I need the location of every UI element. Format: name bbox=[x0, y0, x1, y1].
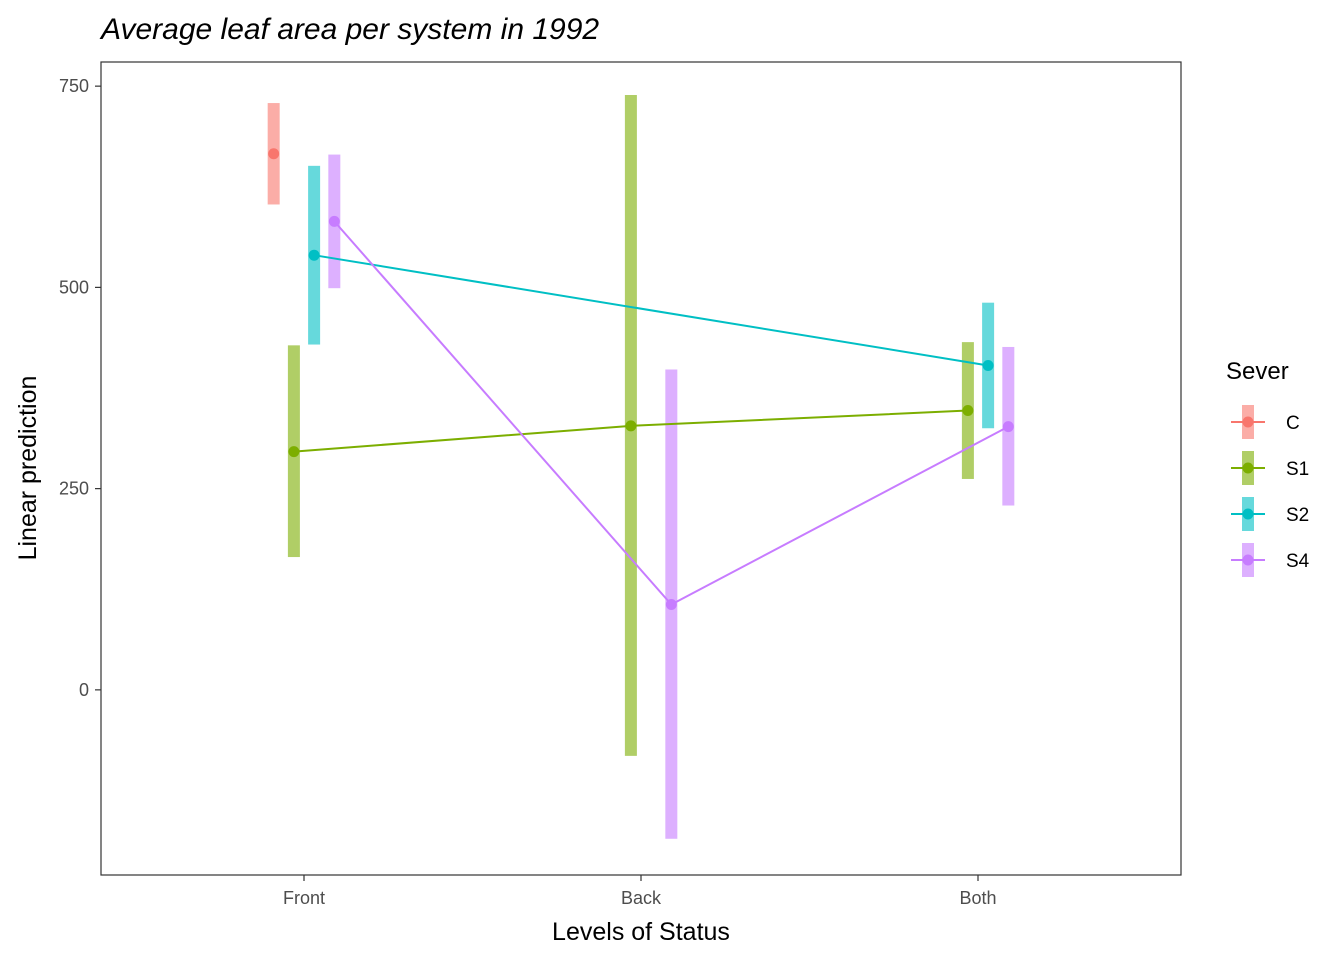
legend-label: S1 bbox=[1286, 459, 1309, 480]
x-axis-title: Levels of Status bbox=[552, 918, 730, 946]
legend-item-s4: S4 bbox=[1231, 543, 1310, 577]
y-tick-label: 500 bbox=[59, 277, 89, 297]
legend-key-point bbox=[1243, 417, 1254, 428]
legend-title: Sever bbox=[1226, 358, 1289, 385]
x-tick-label: Front bbox=[283, 888, 325, 908]
y-axis-title: Linear prediction bbox=[14, 376, 42, 561]
data-point-s1 bbox=[625, 420, 636, 431]
data-point-s2 bbox=[309, 250, 320, 261]
data-point-s4 bbox=[1003, 421, 1014, 432]
plot-panel bbox=[101, 62, 1181, 875]
data-point-s1 bbox=[962, 405, 973, 416]
data-point-s4 bbox=[666, 599, 677, 610]
data-point-s4 bbox=[329, 216, 340, 227]
x-axis: Front Back Both bbox=[283, 875, 997, 908]
y-tick-label: 250 bbox=[59, 479, 89, 499]
data-point-s2 bbox=[983, 360, 994, 371]
legend-item-s2: S2 bbox=[1231, 497, 1309, 531]
legend-key-point bbox=[1243, 555, 1254, 566]
legend-label: C bbox=[1286, 413, 1300, 434]
x-tick-label: Back bbox=[621, 888, 662, 908]
legend-item-s1: S1 bbox=[1231, 451, 1309, 485]
data-point-c bbox=[268, 148, 279, 159]
legend-label: S2 bbox=[1286, 505, 1309, 526]
legend-item-c: C bbox=[1231, 405, 1300, 439]
x-tick-label: Both bbox=[959, 888, 996, 908]
chart-title: Average leaf area per system in 1992 bbox=[99, 13, 599, 46]
legend: Sever C S1 S2 S4 bbox=[1226, 358, 1310, 577]
data-point-s1 bbox=[288, 446, 299, 457]
legend-key-point bbox=[1243, 509, 1254, 520]
legend-key-point bbox=[1243, 463, 1254, 474]
y-tick-label: 750 bbox=[59, 76, 89, 96]
legend-label: S4 bbox=[1286, 551, 1310, 572]
y-axis: 0 250 500 750 bbox=[59, 76, 101, 700]
y-tick-label: 0 bbox=[79, 680, 89, 700]
